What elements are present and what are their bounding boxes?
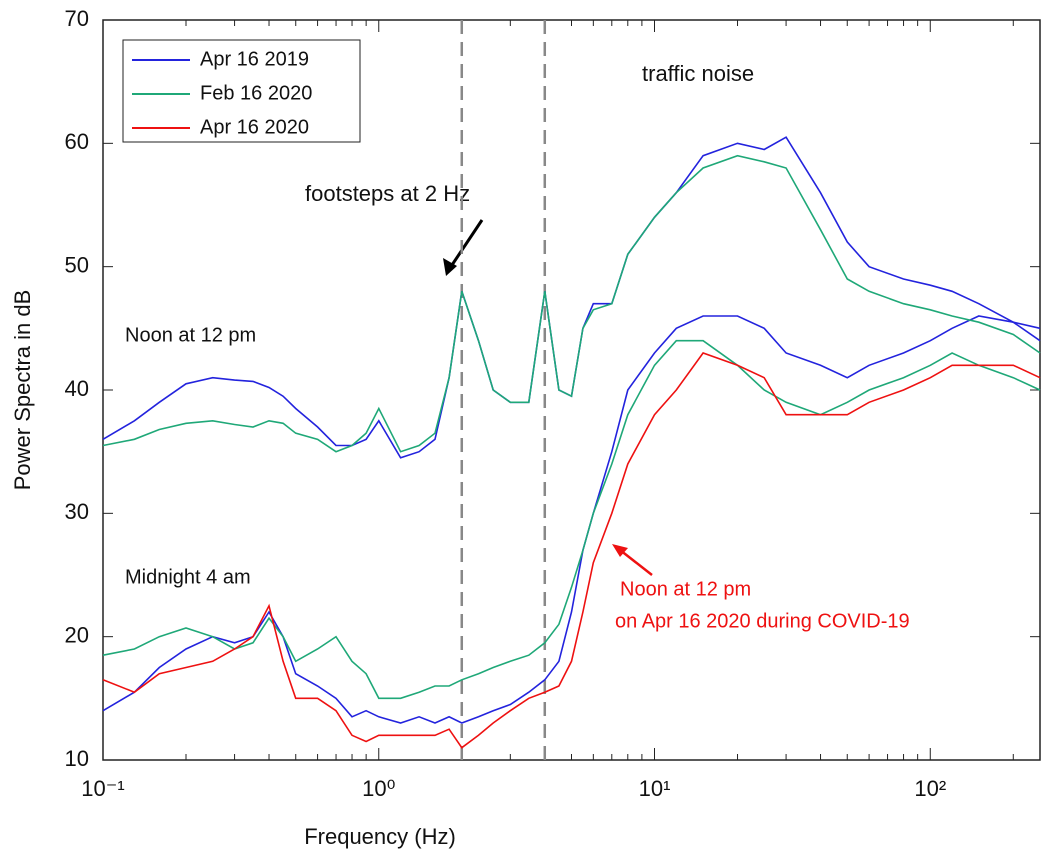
arrow [448,219,484,269]
y-axis-label: Power Spectra in dB [10,290,35,491]
y-tick-label: 70 [65,6,89,31]
annotation: on Apr 16 2020 during COVID-19 [615,610,910,632]
series-line [102,136,1041,459]
arrow-head [443,258,457,276]
x-axis-label: Frequency (Hz) [304,824,456,849]
y-tick-label: 50 [65,252,89,277]
y-tick-label: 40 [65,376,89,401]
y-tick-label: 30 [65,499,89,524]
annotation: footsteps at 2 Hz [305,181,470,206]
series-line [102,352,1041,749]
annotation: traffic noise [642,61,754,86]
y-tick-label: 60 [65,129,89,154]
annotation: Midnight 4 am [125,566,251,588]
series-line [102,154,1041,453]
legend-label: Apr 16 2019 [200,48,309,70]
legend: Apr 16 2019 Feb 16 2020 Apr 16 2020 [122,39,361,143]
y-tick-label: 10 [65,746,89,771]
x-tick-label: 10⁻¹ [81,776,124,801]
arrow [619,549,653,576]
annotation: Noon at 12 pm [125,324,256,346]
series-line [102,315,1041,724]
x-tick-label: 10² [914,776,946,801]
x-tick-label: 10⁰ [362,776,395,801]
arrow-head [612,544,628,557]
series-line [102,339,1041,700]
legend-label: Apr 16 2020 [200,116,309,138]
legend-label: Feb 16 2020 [200,82,312,104]
x-tick-label: 10¹ [639,776,671,801]
y-tick-label: 20 [65,622,89,647]
legend-box [122,39,361,143]
annotation: Noon at 12 pm [620,578,751,600]
